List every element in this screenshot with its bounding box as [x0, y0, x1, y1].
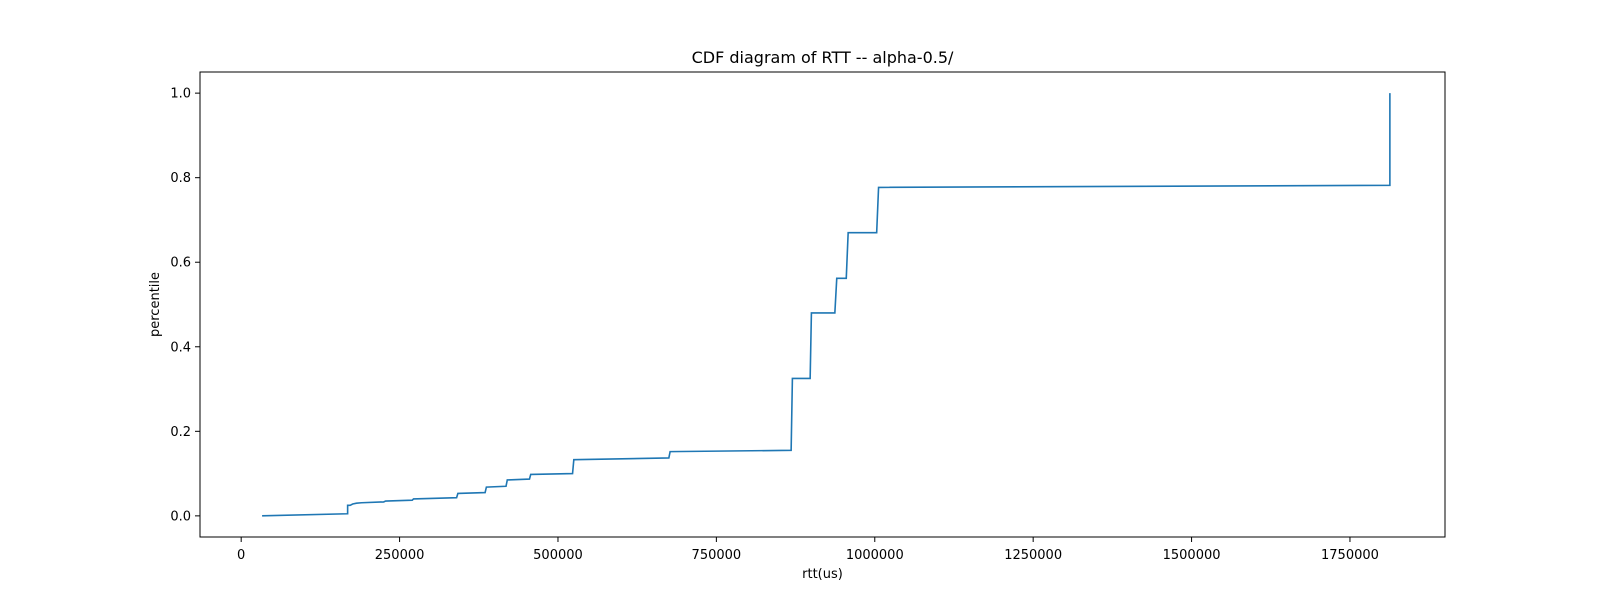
x-tick-label: 500000	[533, 548, 583, 563]
plot-frame	[199, 71, 1446, 538]
y-tick-label: 1.0	[170, 87, 191, 102]
x-axis-ticks: 0 250000 500000 750000 1000000 1250000 1500000…	[237, 537, 1379, 563]
y-axis-label: percentile	[148, 272, 163, 337]
series-line-0	[262, 93, 1391, 517]
x-axis-label: rtt(us)	[802, 567, 843, 582]
x-tick-label: 1250000	[1004, 548, 1062, 563]
x-tick-label: 0	[237, 548, 245, 563]
y-tick-label: 0.8	[170, 171, 191, 186]
x-tick-label: 250000	[375, 548, 425, 563]
y-tick-label: 0.6	[170, 256, 191, 271]
x-tick-label: 750000	[692, 548, 742, 563]
x-tick-label: 1000000	[846, 548, 904, 563]
x-tick-label: 1500000	[1163, 548, 1221, 563]
y-tick-label: 0.4	[170, 340, 191, 355]
x-tick-label: 1750000	[1321, 548, 1379, 563]
y-tick-label: 0.2	[170, 425, 191, 440]
y-tick-label: 0.0	[170, 509, 191, 524]
y-axis-ticks: 0.0 0.2 0.4 0.6 0.8 1.0	[170, 87, 200, 524]
chart-title: CDF diagram of RTT -- alpha-0.5/	[692, 48, 954, 67]
series-layer	[262, 93, 1391, 517]
